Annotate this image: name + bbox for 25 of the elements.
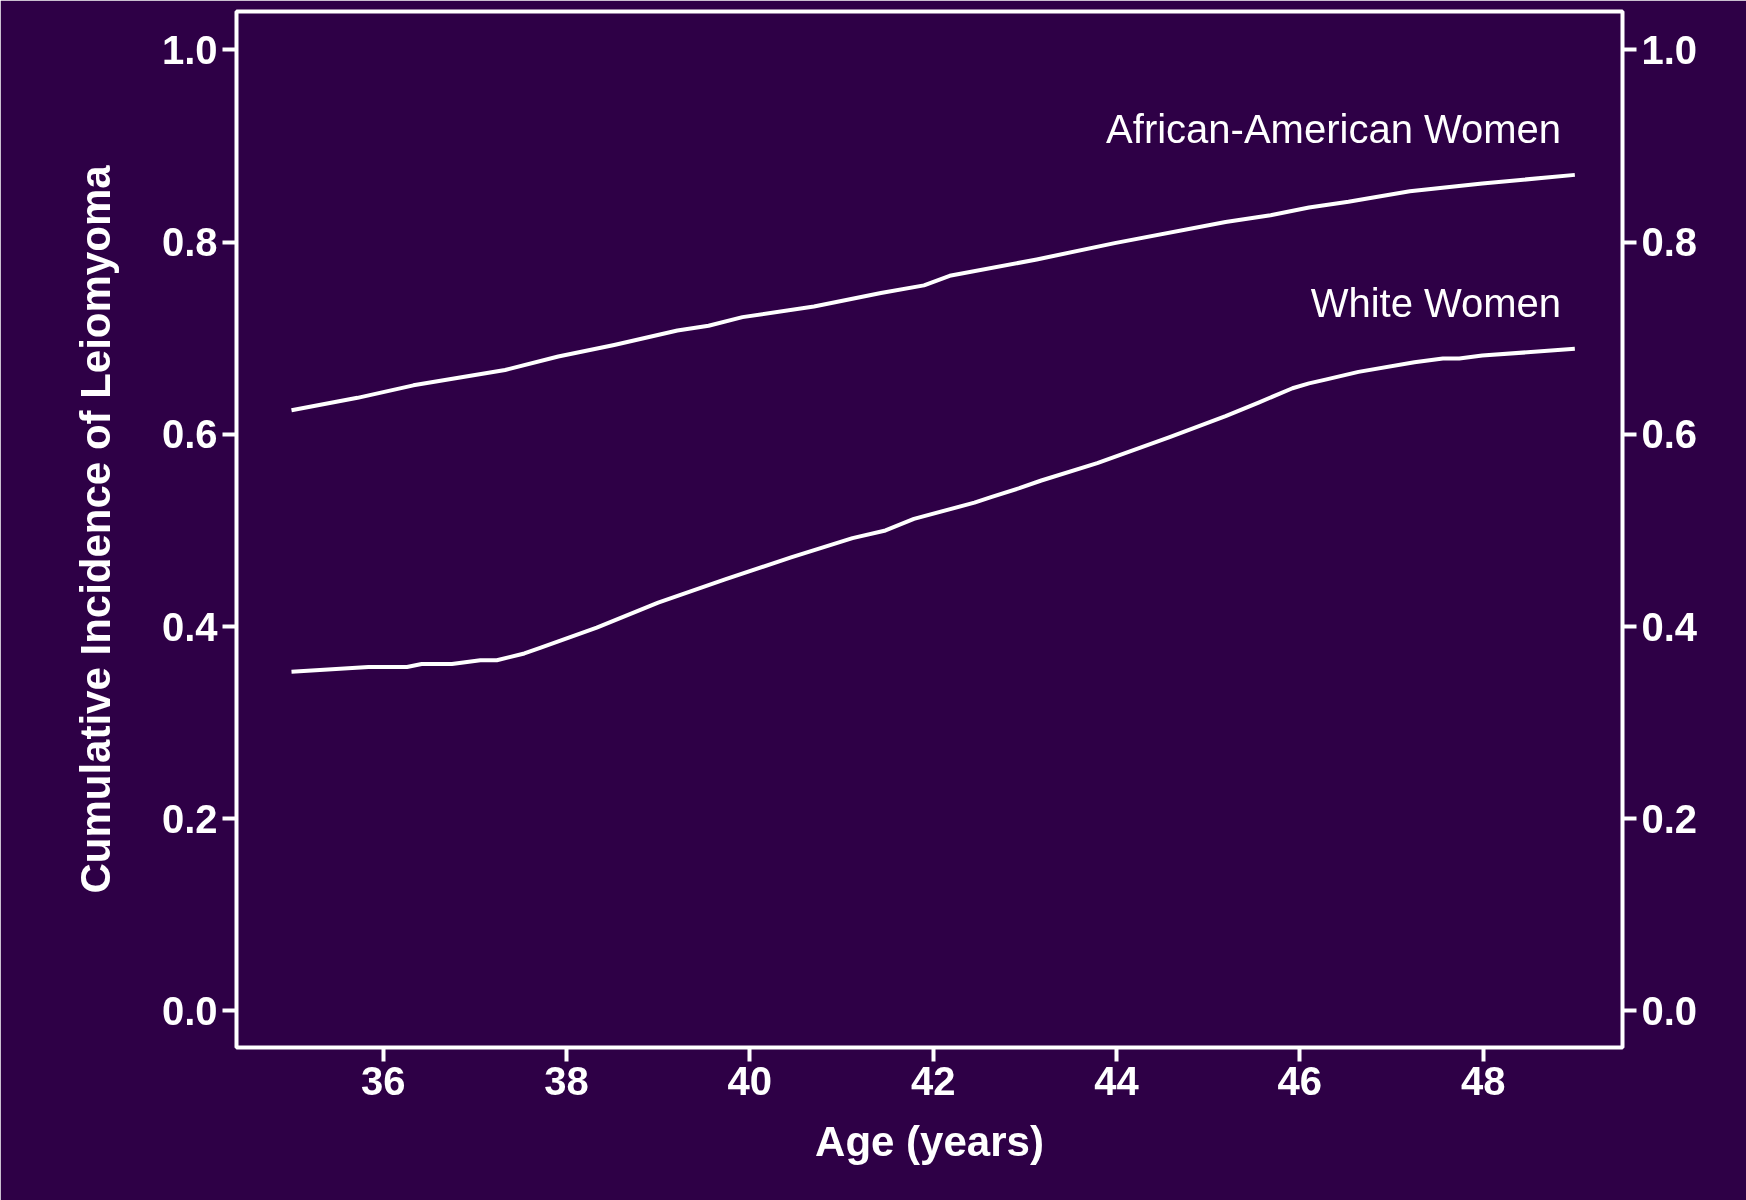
- x-axis-title: Age (years): [815, 1117, 1044, 1165]
- x-tick-label: 46: [1277, 1058, 1323, 1103]
- y2-tick-label: 0.2: [1641, 796, 1698, 841]
- y-axis-title: Cumulative Incidence of Leiomyoma: [71, 164, 119, 894]
- line-series: [289, 346, 1577, 674]
- y2-tick-label: 0.6: [1641, 412, 1698, 457]
- y-tick-label: 0.0: [161, 988, 218, 1033]
- y-tick-label: 1.0: [161, 27, 218, 72]
- series-label: African-American Women: [1106, 106, 1562, 151]
- line-series: [289, 172, 1577, 413]
- y-tick-label: 0.2: [161, 796, 218, 841]
- x-tick-label: 48: [1460, 1058, 1506, 1103]
- x-tick-label: 40: [727, 1058, 773, 1103]
- y2-tick-label: 1.0: [1641, 27, 1698, 72]
- y-tick-label: 0.4: [161, 604, 219, 649]
- y2-tick-label: 0.0: [1641, 988, 1698, 1033]
- x-tick-label: 38: [544, 1058, 589, 1103]
- series-label: White Women: [1310, 280, 1562, 325]
- y-tick-label: 0.8: [161, 220, 218, 265]
- y2-tick-label: 0.8: [1641, 220, 1698, 265]
- y-tick-label: 0.6: [161, 412, 218, 457]
- y2-tick-label: 0.4: [1641, 604, 1698, 649]
- x-tick-label: 36: [360, 1058, 406, 1103]
- x-tick-label: 44: [1094, 1058, 1140, 1103]
- x-tick-label: 42: [910, 1058, 956, 1103]
